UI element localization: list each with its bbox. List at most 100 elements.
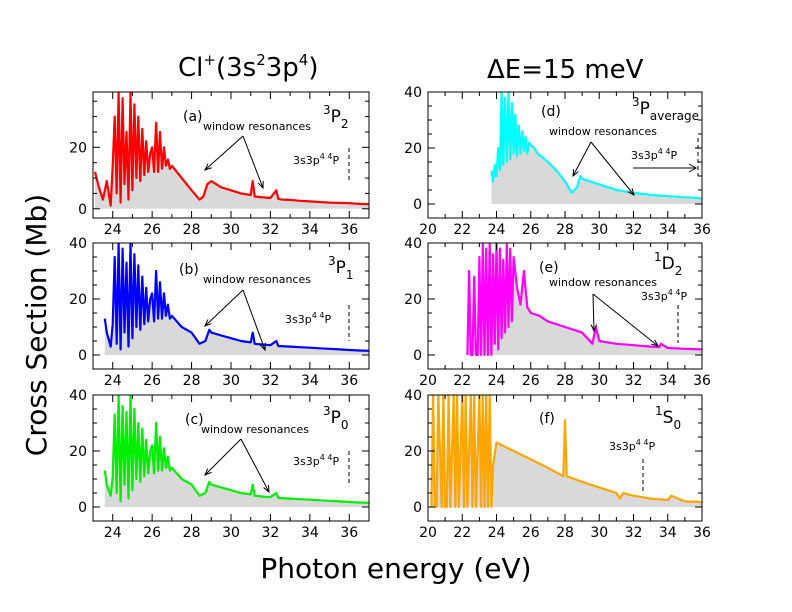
threshold-label-f: 3s3p4 4P [609,438,655,453]
panel-label-e: (e) [539,260,559,276]
state-sub-e: 2 [675,264,683,278]
arrow-head-b [259,342,266,352]
y-tick-label-b: 0 [78,348,87,364]
threshold-text-c: 3s3p [293,455,320,468]
x-axis-title: Photon energy (eV) [260,552,531,585]
state-sub-d: average [650,109,699,123]
threshold-arrow-head-d [688,163,698,173]
x-tick-label-d: 36 [693,222,711,238]
series-line-f [430,395,702,509]
title-left-mid: 3p [266,53,299,83]
y-tick-label-c: 20 [69,444,87,460]
arrow-line-c [204,438,242,476]
threshold-label-d: 3s3p4 4P [631,147,677,162]
arrow-line-d [590,141,635,196]
threshold-sup2-f: 4 [643,438,648,447]
panel-d: 20 22 24 26 28 30 32 34 3602040(d)3Paveragewindo… [404,85,711,238]
threshold-sup-c: 4 [320,453,325,462]
y-tick-label-a: 20 [69,140,87,156]
state-letter-b: P [336,258,346,278]
state-sup-d: 3 [632,95,640,109]
annotation-e: window resonances [549,276,657,289]
y-tick-label-d: 40 [404,85,422,101]
x-tick-label-e: 20 [419,373,437,389]
state-sub-b: 1 [346,268,354,282]
state-letter-f: S [663,408,674,428]
arrow-head-d [572,168,579,178]
threshold-term-f: P [648,440,655,453]
x-tick-label-d: 22 [453,222,471,238]
x-tick-label-c: 30 [222,525,240,541]
area-fill-f [431,395,702,507]
x-tick-label-b: 30 [222,373,240,389]
arrow-line-c [240,438,270,493]
x-tick-label-e: 22 [453,373,471,389]
state-sub-f: 0 [673,418,681,432]
annotation-d: window resonances [549,125,657,138]
threshold-label-c: 3s3p4 4P [293,453,339,468]
series-line-e [466,243,702,357]
threshold-sup2-a: 4 [327,152,332,161]
arrow-head-d [627,188,635,196]
panel-label-c: (c) [185,412,204,428]
x-tick-label-a: 34 [301,222,319,238]
state-label-b: 3P1 [328,254,354,282]
y-tick-label-d: 20 [404,141,422,157]
x-tick-label-b: 36 [340,373,358,389]
area-fill-c [104,395,369,507]
series-line-b [103,243,369,352]
arrow-line-b [242,289,266,351]
arrow-line-d [572,141,592,177]
threshold-term-c: P [332,455,339,468]
arrow-line-e [592,293,595,332]
threshold-term-e: P [680,290,687,303]
threshold-term-b: P [324,313,331,326]
state-letter-d: P [640,99,650,119]
y-tick-label-f: 0 [413,500,422,516]
x-tick-label-d: 30 [590,222,608,238]
state-letter-a: P [331,107,341,127]
panel-label-f: (f) [539,411,555,427]
threshold-text-a: 3s3p [293,154,320,167]
x-tick-label-f: 34 [659,525,677,541]
arrow-line-a [204,135,244,171]
x-tick-label-e: 26 [522,373,540,389]
y-tick-label-e: 40 [404,236,422,252]
x-tick-label-f: 26 [522,525,540,541]
annotation-c: window resonances [201,423,309,436]
area-fill-e [467,243,702,355]
title-left: Cl+(3s23p4) [178,51,319,83]
panel-label-d: (d) [541,104,561,120]
x-tick-label-d: 32 [625,222,643,238]
threshold-text-f: 3s3p [609,440,636,453]
x-tick-label-b: 24 [104,373,122,389]
x-tick-label-a: 36 [340,222,358,238]
x-tick-label-b: 28 [183,373,201,389]
title-left-open: (3s [216,53,256,83]
state-label-e: 1D2 [654,250,682,278]
threshold-sup2-d: 4 [665,147,670,156]
panel-label-b: (b) [179,262,199,278]
arrow-head-b [204,319,212,327]
series-line-c [103,395,369,504]
annotation-a: window resonances [203,120,311,133]
threshold-sup2-e: 4 [675,288,680,297]
y-tick-label-c: 0 [78,500,87,516]
area-fill-d [491,92,702,204]
title-left-sup2: 2 [256,51,266,69]
area-fill-a [94,92,369,209]
x-tick-label-e: 28 [556,373,574,389]
threshold-sup2-c: 4 [327,453,332,462]
state-label-c: 3P0 [323,404,349,432]
x-tick-label-c: 34 [301,525,319,541]
x-tick-label-d: 20 [419,222,437,238]
threshold-text-e: 3s3p [641,290,668,303]
x-tick-label-c: 26 [143,525,161,541]
x-tick-label-f: 22 [453,525,471,541]
state-sup-f: 1 [655,404,663,418]
x-tick-label-c: 24 [104,525,122,541]
x-tick-label-f: 36 [693,525,711,541]
